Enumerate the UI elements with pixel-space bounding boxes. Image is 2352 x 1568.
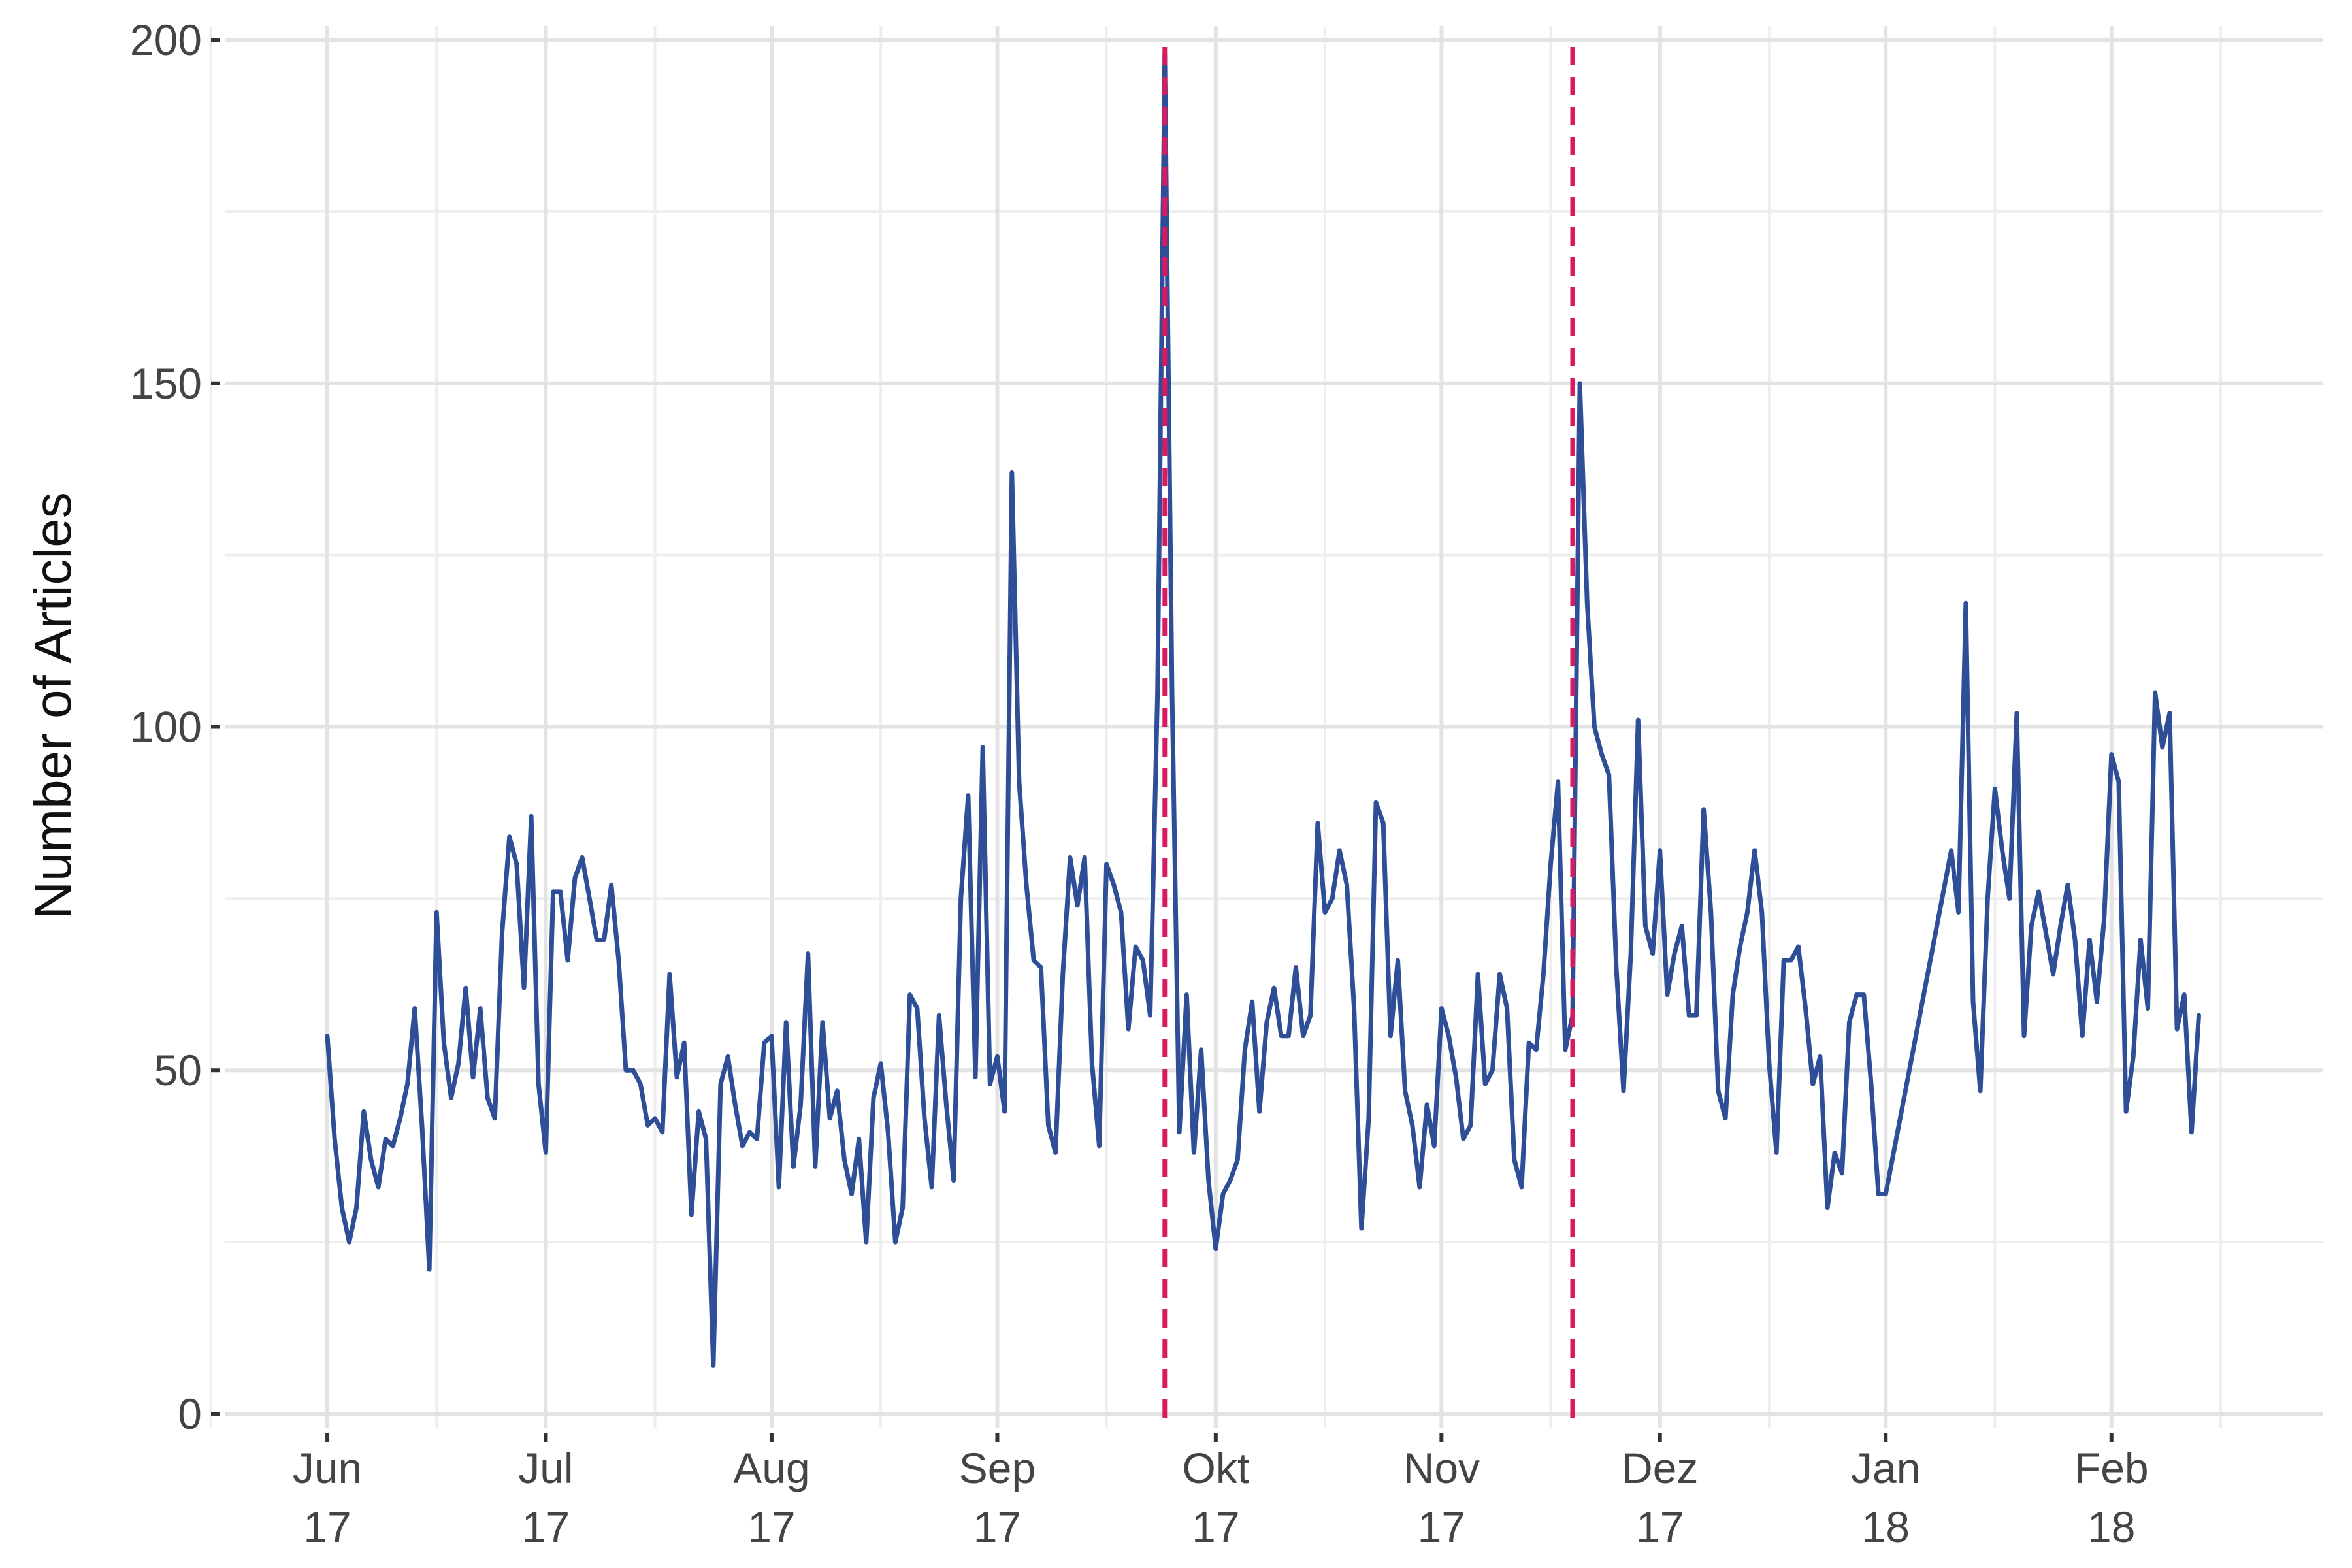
y-axis-ticks: 0 50 100 150 200 xyxy=(130,16,220,1438)
x-tick-label-year: 17 xyxy=(1192,1503,1239,1551)
x-axis-ticks: Jun 17 Jul 17 Aug 17 Sep 17 Okt 17 Nov 17 Dez 17 Jan 18… xyxy=(293,1433,2149,1551)
y-axis-title: Number of Articles xyxy=(24,492,82,919)
x-tick-label-year: 17 xyxy=(303,1503,351,1551)
y-tick-label: 0 xyxy=(178,1390,202,1438)
x-tick-label-year: 17 xyxy=(1636,1503,1684,1551)
event-lines xyxy=(1162,47,1575,1428)
x-tick-label-month: Nov xyxy=(1403,1444,1480,1492)
x-tick-label-month: Jul xyxy=(518,1444,573,1492)
x-tick-label-year: 17 xyxy=(1418,1503,1465,1551)
series-line xyxy=(325,51,2201,1368)
x-tick-label-year: 18 xyxy=(2087,1503,2135,1551)
x-tick-label-year: 17 xyxy=(973,1503,1021,1551)
x-tick-label-month: Aug xyxy=(733,1444,809,1492)
major-grid-horizontal xyxy=(225,38,2323,1416)
major-grid-vertical xyxy=(325,26,2114,1428)
y-tick-label: 50 xyxy=(154,1046,202,1094)
x-tick-label-month: Dez xyxy=(1622,1444,1698,1492)
x-tick-label-month: Jun xyxy=(293,1444,362,1492)
y-tick-label: 100 xyxy=(130,703,202,751)
x-tick-label-year: 18 xyxy=(1862,1503,1910,1551)
y-tick-label: 200 xyxy=(130,16,202,64)
x-tick-label-month: Feb xyxy=(2074,1444,2149,1492)
x-tick-label-month: Sep xyxy=(959,1444,1036,1492)
x-tick-label-month: Jan xyxy=(1851,1444,1920,1492)
series-layer xyxy=(325,51,2201,1368)
y-tick-label: 150 xyxy=(130,359,202,408)
x-tick-label-year: 17 xyxy=(522,1503,570,1551)
x-tick-label-year: 17 xyxy=(747,1503,795,1551)
x-tick-label-month: Okt xyxy=(1182,1444,1249,1492)
